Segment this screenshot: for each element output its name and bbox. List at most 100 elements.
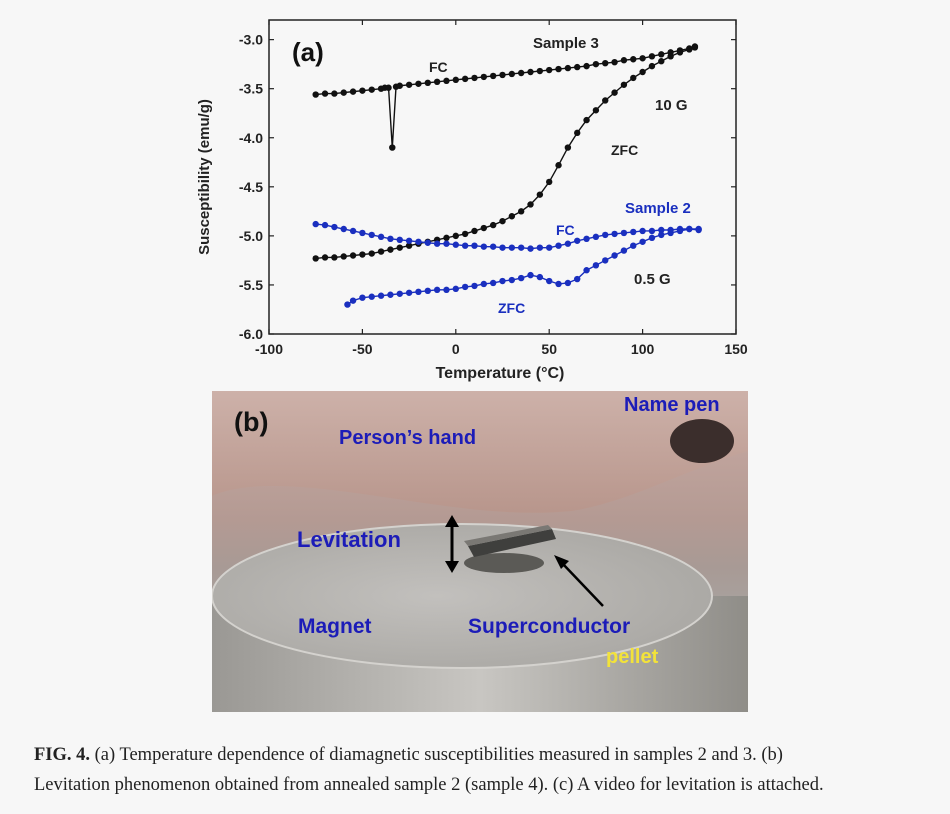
data-point (377, 292, 385, 299)
x-axis-label: Temperature (°C) (436, 365, 565, 382)
x-tick-label: -50 (352, 341, 372, 357)
annotation-fc3: FC (429, 59, 448, 75)
data-point (405, 289, 413, 296)
data-point (546, 244, 553, 251)
data-point (471, 74, 478, 82)
data-point (321, 221, 329, 229)
data-point (452, 241, 459, 248)
data-point (555, 280, 562, 288)
data-point (480, 243, 488, 250)
figure-caption-line2: Levitation phenomenon obtained from anne… (34, 771, 924, 800)
data-point (592, 233, 600, 241)
data-point (508, 276, 516, 284)
data-point (611, 89, 618, 96)
data-point (574, 129, 581, 137)
data-point (583, 267, 590, 274)
data-point (658, 58, 665, 65)
data-point (639, 227, 646, 235)
annotation-field2: 0.5 G (634, 271, 671, 288)
data-point (691, 44, 699, 51)
data-point (658, 51, 665, 58)
data-point (461, 283, 469, 291)
data-point (349, 88, 357, 95)
data-point (331, 90, 338, 97)
data-point (630, 56, 637, 63)
data-point (452, 76, 459, 84)
axis-ticks: -100 -50 0 50 100 150 -3.0 -3.5 -4.0 -4.5 -5.0 -5.5… (239, 20, 748, 357)
data-point (359, 294, 366, 301)
data-point (648, 227, 656, 235)
data-point (686, 225, 693, 233)
data-point (387, 246, 394, 253)
data-point (499, 71, 506, 79)
data-point (536, 244, 544, 251)
data-point (312, 255, 319, 262)
data-point (667, 229, 674, 237)
data-point (630, 242, 637, 249)
data-point (368, 293, 375, 300)
data-point (592, 60, 600, 68)
data-point (340, 89, 347, 96)
data-point (517, 244, 525, 251)
data-point (499, 277, 506, 285)
data-point (489, 243, 497, 250)
data-point (527, 68, 534, 76)
label-persons-hand: Person’s hand (339, 427, 477, 449)
hand-shape (212, 391, 748, 513)
x-tick-label: 50 (541, 341, 557, 357)
data-point (340, 225, 347, 233)
data-point (433, 286, 441, 294)
data-point (489, 221, 497, 229)
data-point (648, 62, 656, 70)
data-point (602, 257, 609, 264)
data-point (527, 201, 534, 208)
y-tick-label: -5.0 (239, 228, 263, 244)
data-point (658, 226, 665, 234)
data-point (433, 78, 441, 86)
annotation-zfc3: ZFC (611, 142, 638, 158)
levitation-photo: (b) Name pen Person’s hand Levitation Ma… (212, 391, 748, 712)
photo-illustration (212, 391, 748, 712)
data-point (546, 66, 553, 74)
data-point (461, 230, 469, 238)
x-tick-label: 150 (724, 341, 748, 357)
data-point (517, 208, 525, 215)
data-point (517, 69, 525, 77)
annotation-zfc2: ZFC (498, 300, 525, 316)
data-point (658, 231, 665, 239)
data-point (536, 273, 544, 281)
pellet-shadow-shape (464, 553, 544, 573)
data-point (424, 239, 431, 246)
data-point (385, 84, 392, 91)
label-magnet: Magnet (298, 615, 372, 638)
data-point (344, 301, 351, 308)
data-point (574, 63, 581, 71)
panel-b-label: (b) (234, 407, 269, 437)
magnet-top-shape (212, 523, 713, 669)
y-tick-label: -4.0 (239, 130, 263, 146)
data-point (489, 279, 497, 287)
data-point (564, 279, 572, 287)
label-pellet: pellet (606, 646, 659, 668)
data-point (377, 233, 385, 241)
series-line (315, 45, 696, 148)
data-point (415, 288, 422, 296)
x-tick-label: 100 (631, 341, 655, 357)
panel-a-label: (a) (292, 37, 324, 67)
data-point (555, 65, 562, 73)
data-point (527, 245, 534, 252)
data-point (396, 244, 403, 251)
y-axis-label: Susceptibility (emu/g) (196, 99, 213, 255)
data-point (583, 235, 590, 243)
data-point (639, 238, 646, 245)
data-point (555, 242, 562, 249)
data-point (349, 297, 357, 304)
y-tick-label: -6.0 (239, 326, 263, 342)
data-point (564, 144, 572, 151)
data-point (620, 57, 628, 64)
annotation-sample2: Sample 2 (625, 200, 691, 217)
data-point (574, 275, 581, 283)
y-tick-label: -3.0 (239, 32, 263, 48)
label-name-pen: Name pen (624, 394, 720, 416)
data-point (471, 242, 478, 249)
